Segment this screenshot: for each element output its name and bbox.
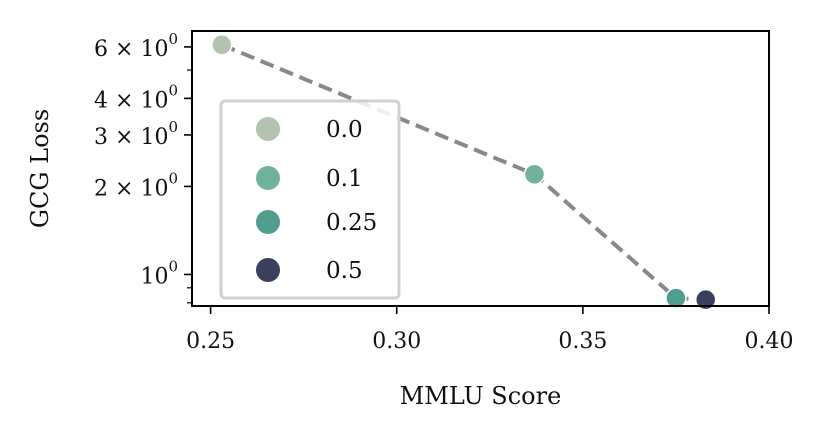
y-tick-label: 4 × 100 — [94, 81, 178, 113]
legend: 0.0 0.1 0.25 0.5 — [219, 99, 401, 300]
x-axis-ticks: 0.25 0.30 0.35 0.40 — [186, 306, 793, 354]
legend-label: 0.0 — [326, 117, 363, 143]
data-point — [211, 34, 233, 56]
x-tick-label: 0.25 — [186, 329, 235, 354]
y-tick-label: 3 × 100 — [94, 118, 178, 150]
legend-label: 0.1 — [326, 166, 363, 192]
data-point — [523, 163, 546, 186]
legend-marker — [256, 117, 280, 141]
legend-box — [219, 99, 401, 300]
data-point — [665, 287, 687, 309]
legend-marker — [256, 258, 280, 282]
y-tick-label: 6 × 100 — [94, 30, 178, 62]
y-axis-ticks: 100 2 × 100 3 × 100 4 × 100 6 × 100 — [94, 30, 192, 304]
x-tick-label: 0.35 — [558, 329, 607, 354]
y-tick-label: 100 — [140, 257, 178, 289]
legend-marker — [256, 210, 280, 234]
legend-marker — [256, 166, 280, 190]
x-tick-label: 0.40 — [745, 329, 794, 354]
x-tick-label: 0.30 — [372, 329, 421, 354]
plot-points — [211, 34, 717, 311]
y-tick-label: 2 × 100 — [94, 169, 178, 201]
legend-label: 0.5 — [326, 258, 363, 284]
data-point — [694, 288, 717, 311]
plot-frame — [191, 30, 770, 307]
legend-label: 0.25 — [326, 210, 377, 236]
y-axis-title: GCG Loss — [26, 109, 54, 228]
x-axis-title: MMLU Score — [400, 382, 562, 410]
